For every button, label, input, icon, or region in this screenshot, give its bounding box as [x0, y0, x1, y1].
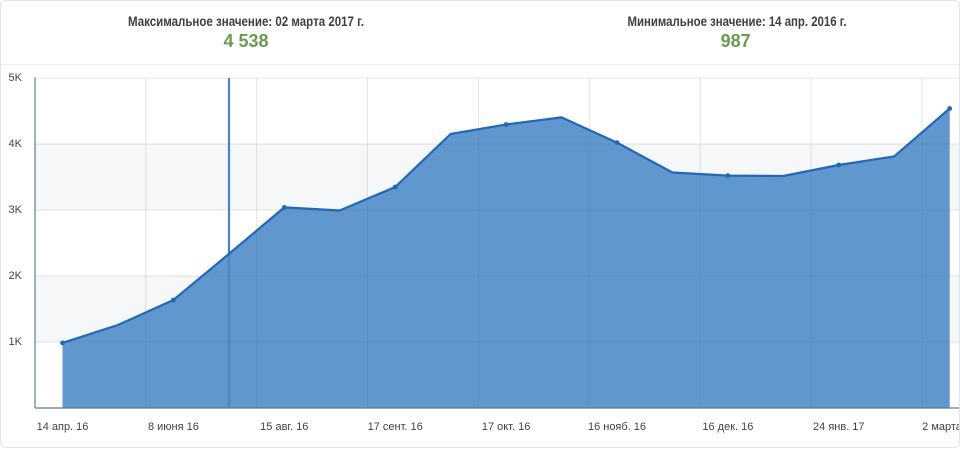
- svg-text:3K: 3K: [9, 204, 23, 216]
- svg-text:2K: 2K: [9, 270, 23, 282]
- svg-text:Минимальное значение: 14 апр.: Минимальное значение: 14 апр. 2016 г.: [628, 13, 847, 29]
- svg-text:987: 987: [721, 31, 751, 51]
- svg-text:2 марта 17: 2 марта 17: [922, 421, 959, 433]
- svg-text:1K: 1K: [9, 336, 23, 348]
- svg-text:24 янв. 17: 24 янв. 17: [813, 421, 865, 433]
- svg-text:14 апр. 16: 14 апр. 16: [37, 421, 89, 433]
- svg-text:16 дек. 16: 16 дек. 16: [702, 421, 753, 433]
- svg-text:15 авг. 16: 15 авг. 16: [260, 421, 308, 433]
- svg-text:17 окт. 16: 17 окт. 16: [482, 421, 531, 433]
- svg-text:5K: 5K: [9, 72, 23, 84]
- svg-text:Максимальное значение: 02 март: Максимальное значение: 02 марта 2017 г.: [128, 13, 364, 29]
- svg-text:4K: 4K: [9, 138, 23, 150]
- svg-text:16 нояб. 16: 16 нояб. 16: [588, 421, 646, 433]
- svg-text:4 538: 4 538: [223, 31, 268, 51]
- svg-text:17 сент. 16: 17 сент. 16: [368, 421, 423, 433]
- svg-text:8 июня 16: 8 июня 16: [148, 421, 199, 433]
